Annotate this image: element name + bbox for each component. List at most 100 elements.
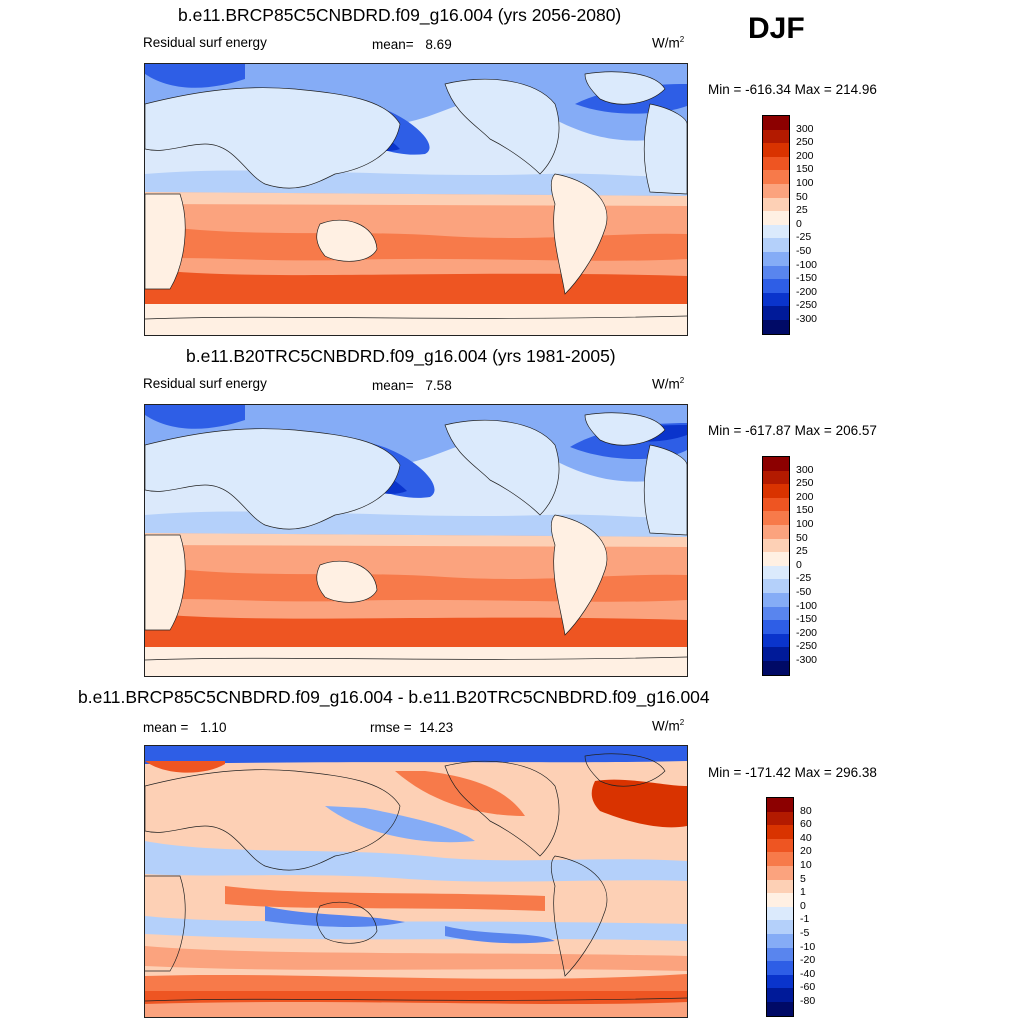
panel2-colorbar-tick-label: 50	[796, 531, 808, 544]
panel3-rmse-label: rmse =	[370, 720, 412, 735]
season-label: DJF	[748, 12, 805, 45]
panel1-australia	[316, 219, 378, 262]
panel2-map	[144, 404, 688, 677]
panel1-colorbar-segment	[763, 279, 789, 293]
panel1-variable: Residual surf energy	[143, 35, 267, 50]
panel3-colorbar-segment	[767, 920, 793, 934]
panel1-colorbar-segment	[763, 170, 789, 184]
panel3-colorbar-segment	[767, 1001, 793, 1016]
panel1-colorbar-segment	[763, 265, 789, 280]
panel2-colorbar-segment	[763, 497, 789, 512]
panel3-colorbar-segment	[767, 838, 793, 853]
panel1-map-svg	[145, 64, 687, 335]
panel3-units: W/m2	[652, 718, 685, 734]
panel2-colorbar-segment	[763, 620, 789, 634]
panel2-colorbar-segment	[763, 592, 789, 607]
panel1-colorbar-segment	[763, 156, 789, 171]
panel3-colorbar-tick-label: 40	[800, 831, 812, 844]
panel1-colorbar-tick-label: -50	[796, 245, 812, 257]
panel2-colorbar-segment	[763, 606, 789, 621]
panel1-greenland	[584, 71, 666, 105]
panel3-colorbar-box	[766, 797, 794, 1017]
panel2-colorbar-segment	[763, 565, 789, 580]
panel2-colorbar-segment	[763, 552, 789, 566]
panel2-colorbar-tick-label: 0	[796, 558, 802, 571]
panel2-colorbar-box	[762, 456, 790, 676]
panel2-colorbar-tick-label: 25	[796, 545, 808, 558]
panel2-colorbar-segment	[763, 470, 789, 485]
panel1-colorbar-tick-label: -25	[796, 231, 812, 244]
panel2-colorbar-tick-label: -150	[796, 613, 818, 626]
panel2-colorbar-segment	[763, 633, 789, 648]
panel1-colorbar-tick-label: 150	[796, 163, 814, 176]
panel2-colorbar-segment	[763, 484, 789, 498]
panel1-colorbar-tick-label: -250	[796, 299, 818, 312]
panel3-colorbar-segment	[767, 798, 793, 812]
panel3-mean-label: mean =	[143, 720, 189, 735]
panel1-map	[144, 63, 688, 336]
panel2-colorbar-segment	[763, 524, 789, 539]
panel2-colorbar-segment	[763, 647, 789, 661]
panel3-mean-value: 1.10	[200, 720, 227, 735]
panel3-colorbar-tick-label: 5	[800, 872, 806, 885]
panel2-colorbar-tick-label: 150	[796, 504, 814, 517]
panel1-colorbar-tick-label: 50	[796, 190, 808, 203]
panel3-colorbar-segment	[767, 852, 793, 866]
panel1-colorbar-tick-label: 250	[796, 136, 814, 149]
panel1-mean-label: mean=	[372, 37, 414, 52]
panel1-colorbar-segment	[763, 306, 789, 320]
panel1-colorbar-tick-label: -200	[796, 285, 818, 298]
panel2-colorbar-tick-label: -100	[796, 599, 818, 612]
panel3-colorbar-segment	[767, 825, 793, 839]
panel2-title: b.e11.B20TRC5CNBDRD.f09_g16.004 (yrs 198…	[186, 346, 616, 366]
panel3-rmse-value: 14.23	[419, 720, 454, 735]
panel1-colorbar-segment	[763, 129, 789, 144]
panel3-colorbar-tick-label: -10	[800, 940, 816, 953]
panel2-mean-label: mean=	[372, 378, 414, 393]
panel3-colorbar-tick-label: -20	[800, 954, 816, 967]
panel1-colorbar-tick-label: 100	[796, 177, 814, 189]
panel1-colorbar-tick-label: 0	[796, 217, 802, 230]
panel3-colorbar-segment	[767, 893, 793, 907]
panel3-colorbar-segment	[767, 974, 793, 989]
panel3-rmse: rmse = 14.23	[370, 720, 453, 735]
panel3-colorbar-segment	[767, 879, 793, 894]
panel1-africa	[145, 193, 186, 290]
panel1-colorbar-segment	[763, 319, 789, 334]
panel1-colorbar-segment	[763, 197, 789, 212]
panel1-colorbar-tick-label: -300	[796, 313, 818, 325]
panel2-colorbar-tick-label: 100	[796, 518, 814, 530]
panel3-colorbar-segment	[767, 865, 793, 880]
panel3-colorbar-tick-label: -5	[800, 927, 810, 939]
panel3-colorbar-segment	[767, 811, 793, 826]
panel1-europe-east	[643, 103, 687, 195]
panel2-units: W/m2	[652, 376, 685, 392]
panel3-colorbar-tick-label: -1	[800, 913, 810, 926]
panel1-mean: mean= 8.69	[372, 37, 452, 52]
panel2-colorbar-tick-label: 250	[796, 477, 814, 490]
panel2-colorbar-segment	[763, 579, 789, 593]
panel1-title: b.e11.BRCP85C5CNBDRD.f09_g16.004 (yrs 20…	[178, 5, 622, 25]
panel3-colorbar-tick-label: 1	[800, 886, 806, 899]
panel2-map-svg	[145, 405, 687, 676]
panel1-colorbar-tick-label: -150	[796, 272, 818, 285]
panel3-colorbar-tick-label: 20	[800, 845, 812, 858]
panel3-colorbar-tick-label: 10	[800, 859, 812, 871]
panel3-colorbar-tick-label: 0	[800, 899, 806, 912]
panel1-colorbar-segment	[763, 292, 789, 307]
panel3-colorbar-tick-label: -60	[800, 981, 816, 994]
panel3-colorbar-segment	[767, 988, 793, 1002]
panel1-colorbar-segment	[763, 224, 789, 239]
panel2-minmax: Min = -617.87 Max = 206.57	[708, 423, 877, 438]
panel1-colorbar-segment	[763, 211, 789, 225]
panel2-colorbar-tick-label: 200	[796, 490, 814, 503]
panel2-colorbar-tick-label: -200	[796, 626, 818, 639]
panel2-mean-value: 7.58	[425, 378, 452, 393]
panel1-north-band	[145, 64, 687, 141]
panel2-colorbar-segment	[763, 511, 789, 525]
panel1-colorbar-tick-label: 25	[796, 204, 808, 217]
panel1-colorbar-tick-label: 200	[796, 149, 814, 162]
panel2-colorbar-segment	[763, 457, 789, 471]
panel1-colorbar-segment	[763, 116, 789, 130]
panel1-colorbar-segment	[763, 251, 789, 266]
